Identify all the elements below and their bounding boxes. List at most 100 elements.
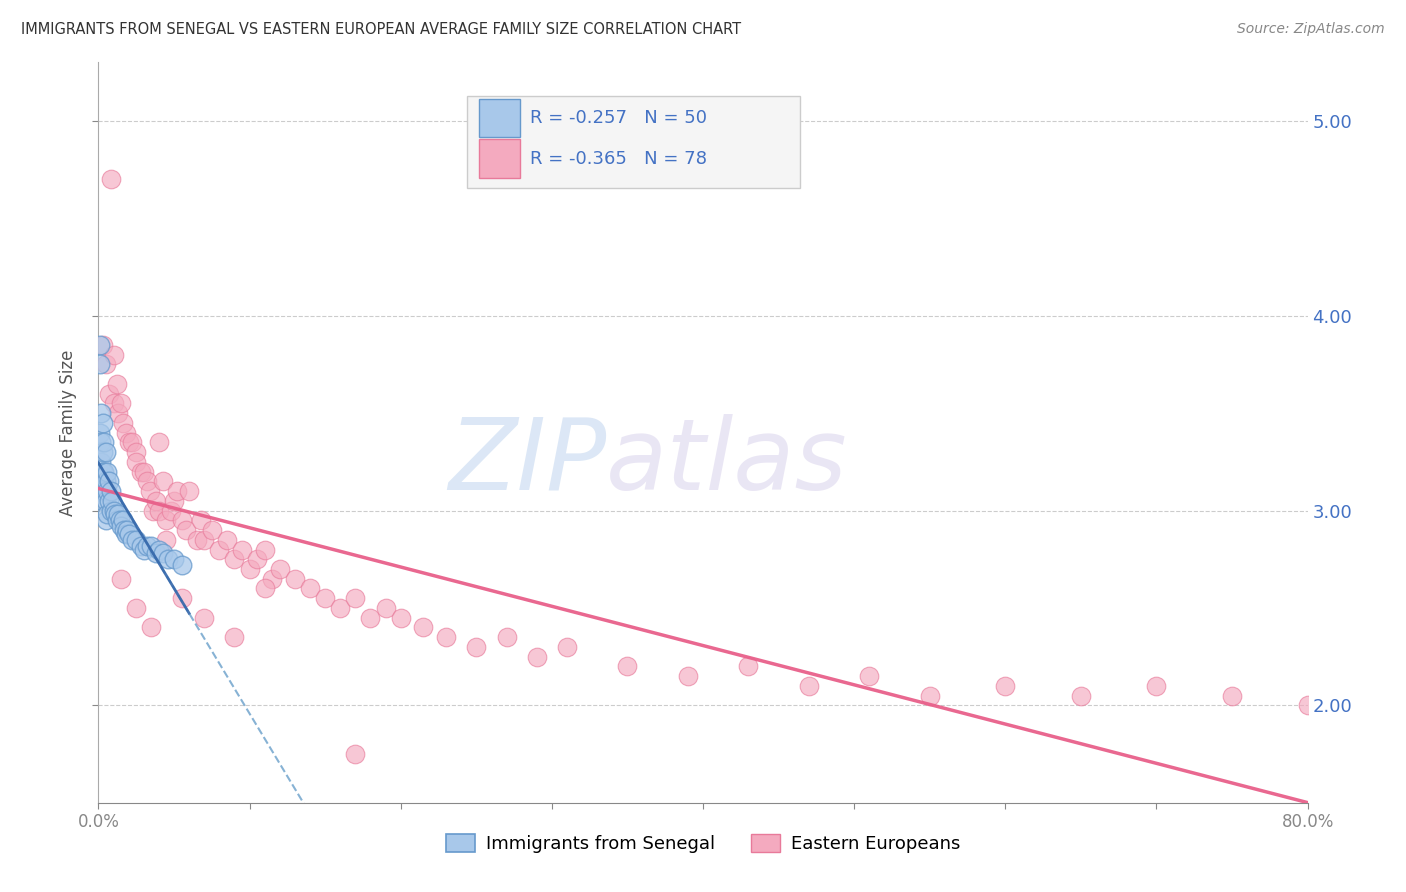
Point <box>148 542 170 557</box>
Text: Source: ZipAtlas.com: Source: ZipAtlas.com <box>1237 22 1385 37</box>
Point <box>224 552 246 566</box>
Point <box>129 465 152 479</box>
Point <box>91 493 114 508</box>
FancyBboxPatch shape <box>467 95 800 188</box>
Legend: Immigrants from Senegal, Eastern Europeans: Immigrants from Senegal, Eastern Europea… <box>439 827 967 861</box>
Point <box>89 425 111 440</box>
Text: atlas: atlas <box>606 414 848 511</box>
Point <box>96 508 118 522</box>
Point <box>132 465 155 479</box>
Point <box>155 513 177 527</box>
Point <box>110 519 132 533</box>
Point <box>314 591 336 606</box>
Point <box>89 338 111 352</box>
Point <box>994 679 1017 693</box>
Point <box>160 503 183 517</box>
Point <box>118 527 141 541</box>
Point <box>93 435 115 450</box>
Point <box>142 503 165 517</box>
Point <box>103 348 125 362</box>
Point <box>89 358 111 372</box>
Point <box>412 620 434 634</box>
Point <box>118 435 141 450</box>
FancyBboxPatch shape <box>479 99 520 137</box>
Point <box>121 435 143 450</box>
Point <box>299 582 322 596</box>
Point <box>110 572 132 586</box>
Point <box>125 455 148 469</box>
Point <box>253 542 276 557</box>
Point <box>115 523 138 537</box>
Point <box>103 503 125 517</box>
Point <box>141 620 163 634</box>
Point <box>495 630 517 644</box>
Point <box>100 484 122 499</box>
Point <box>132 542 155 557</box>
Point <box>152 546 174 560</box>
Point <box>93 484 115 499</box>
Point <box>193 533 215 547</box>
Point <box>100 503 122 517</box>
Point <box>231 542 253 557</box>
Y-axis label: Average Family Size: Average Family Size <box>59 350 77 516</box>
Point <box>269 562 291 576</box>
Point <box>111 416 134 430</box>
Point <box>374 601 396 615</box>
Point <box>344 591 367 606</box>
Point <box>98 386 121 401</box>
Point <box>100 172 122 186</box>
Point <box>101 493 124 508</box>
Point <box>96 484 118 499</box>
Point <box>107 406 129 420</box>
Point <box>155 533 177 547</box>
Point <box>389 610 412 624</box>
Point <box>105 376 128 391</box>
Point <box>91 465 114 479</box>
Point <box>94 445 117 459</box>
Point <box>434 630 457 644</box>
Point <box>344 747 367 761</box>
Point <box>1220 689 1243 703</box>
Point <box>91 338 114 352</box>
Point <box>329 601 352 615</box>
Point <box>163 493 186 508</box>
Point <box>91 445 114 459</box>
Point <box>112 523 135 537</box>
Point <box>104 508 127 522</box>
Point <box>125 533 148 547</box>
Point <box>107 508 129 522</box>
Point <box>148 503 170 517</box>
Point <box>98 493 121 508</box>
Point <box>135 539 157 553</box>
Point <box>90 406 112 420</box>
Point <box>179 484 201 499</box>
Point <box>103 396 125 410</box>
Point <box>918 689 941 703</box>
Point <box>1070 689 1092 703</box>
Point <box>1296 698 1319 713</box>
Point <box>526 649 548 664</box>
Point <box>90 455 112 469</box>
Point <box>141 539 163 553</box>
Point <box>111 513 134 527</box>
Point <box>224 630 246 644</box>
Point <box>105 513 128 527</box>
Point <box>125 445 148 459</box>
Point <box>114 425 136 440</box>
Point <box>139 484 162 499</box>
Point <box>239 562 262 576</box>
Point <box>737 659 759 673</box>
Point <box>253 582 276 596</box>
Point <box>174 523 197 537</box>
Point <box>284 572 307 586</box>
Point <box>193 610 215 624</box>
Point <box>156 552 179 566</box>
Point <box>676 669 699 683</box>
Point <box>201 523 224 537</box>
Point <box>246 552 269 566</box>
Point <box>262 572 284 586</box>
FancyBboxPatch shape <box>479 139 520 178</box>
Point <box>93 465 115 479</box>
Point <box>114 527 136 541</box>
Point <box>94 475 117 489</box>
